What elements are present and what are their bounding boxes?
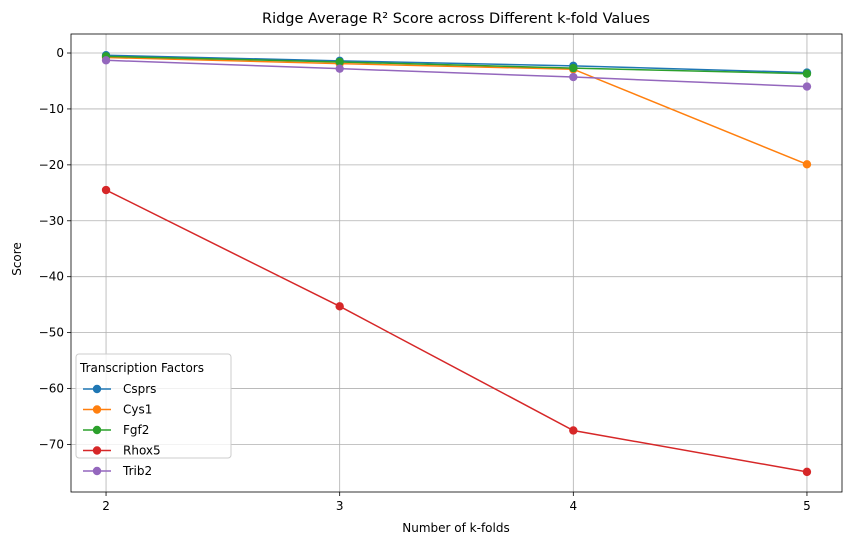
y-tick-label: −20: [39, 158, 64, 172]
y-tick-label: −50: [39, 326, 64, 340]
series-layer: [101, 51, 812, 477]
legend-swatch-marker: [92, 405, 102, 414]
x-axis: 2 3 4 5: [102, 492, 811, 513]
data-point: [101, 56, 111, 65]
legend-entry-cys1: Cys1: [123, 403, 152, 417]
series-line-trib2: [106, 59, 807, 88]
x-tick-label: 3: [336, 499, 344, 513]
y-tick-label: −40: [39, 270, 64, 284]
legend-entry-rhox5: Rhox5: [123, 444, 161, 458]
data-point: [335, 64, 344, 73]
data-point: [335, 302, 344, 311]
legend: Transcription Factors Csprs Cys1 Fgf2 Rhox5…: [75, 353, 232, 478]
y-tick-label: −30: [39, 214, 64, 228]
data-point: [802, 160, 812, 169]
series-fgf2: [101, 52, 812, 78]
data-point: [802, 467, 812, 477]
x-tick-label: 5: [803, 499, 811, 513]
x-tick-label: 4: [569, 499, 577, 513]
y-tick-label: −60: [39, 382, 64, 396]
data-point: [569, 426, 578, 435]
y-axis-label: Score: [10, 242, 24, 276]
data-point: [802, 69, 812, 78]
series-line-csprs: [106, 54, 807, 74]
data-point: [335, 57, 344, 67]
legend-entry-fgf2: Fgf2: [123, 423, 149, 437]
legend-swatch-marker: [92, 384, 102, 394]
data-point: [569, 72, 578, 82]
data-point: [569, 63, 578, 73]
y-tick-label: 0: [56, 46, 64, 60]
chart-title: Ridge Average R² Score across Different …: [262, 11, 650, 27]
series-rhox5: [101, 185, 812, 477]
legend-box: [75, 353, 232, 459]
legend-swatch-marker: [92, 446, 102, 455]
y-tick-label: −10: [39, 102, 64, 116]
legend-swatch-marker: [92, 466, 102, 476]
legend-swatch-marker: [92, 425, 102, 435]
series-line-rhox5: [105, 189, 808, 473]
y-axis: 0 −10 −20 −30 −40 −50 −60 −70: [39, 46, 71, 451]
data-point: [101, 185, 111, 195]
series-trib2: [101, 56, 812, 91]
legend-entry-csprs: Csprs: [123, 382, 156, 396]
plot-frame: [70, 33, 843, 493]
legend-title: Transcription Factors: [79, 361, 204, 375]
data-point: [802, 82, 812, 91]
y-tick-label: −70: [39, 437, 64, 451]
x-tick-label: 2: [102, 499, 110, 513]
series-line-fgf2: [106, 55, 807, 75]
series-line-cys1: [106, 56, 808, 165]
legend-entry-trib2: Trib2: [122, 464, 152, 478]
x-axis-label: Number of k-folds: [402, 521, 509, 535]
